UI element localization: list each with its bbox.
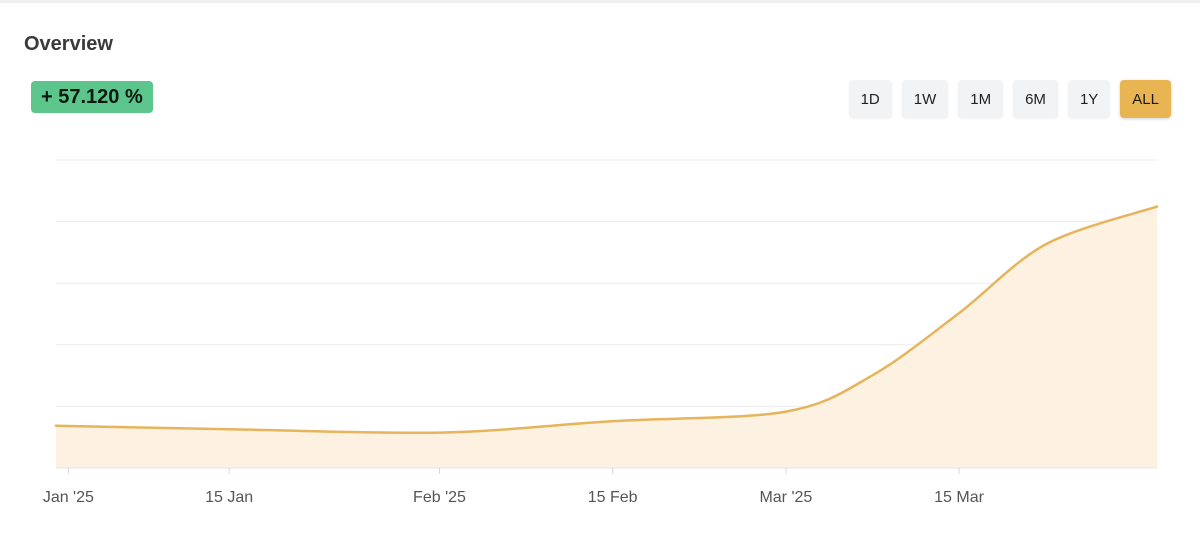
range-button-6m[interactable]: 6M: [1013, 80, 1058, 118]
chart-grid: [56, 159, 1157, 407]
range-button-1m[interactable]: 1M: [958, 80, 1004, 118]
series-line: [54, 205, 1159, 435]
x-tick-label: Mar '25: [759, 489, 812, 506]
range-button-all[interactable]: ALL: [1120, 80, 1171, 118]
time-range-selector: 1D 1W 1M 6M 1Y ALL: [848, 80, 1171, 118]
range-button-1d[interactable]: 1D: [848, 80, 892, 118]
chart-series: [54, 205, 1159, 468]
x-tick-label: 15 Mar: [934, 489, 984, 506]
area-chart: Jan '25 15 Jan Feb '25 15 Feb Mar '25 15 Mar: [43, 159, 1159, 506]
card-title: Overview: [24, 33, 113, 55]
change-badge: + 57.120 %: [31, 81, 153, 113]
x-tick-label: 15 Feb: [588, 489, 638, 506]
x-tick-label: Feb '25: [413, 489, 466, 506]
range-button-1w[interactable]: 1W: [901, 80, 949, 118]
x-axis: Jan '25 15 Jan Feb '25 15 Feb Mar '25 15 Mar: [43, 467, 1157, 506]
x-tick-label: 15 Jan: [205, 489, 253, 506]
x-tick-label: Jan '25: [43, 489, 94, 506]
series-area: [56, 206, 1157, 468]
range-button-1y[interactable]: 1Y: [1067, 80, 1111, 118]
